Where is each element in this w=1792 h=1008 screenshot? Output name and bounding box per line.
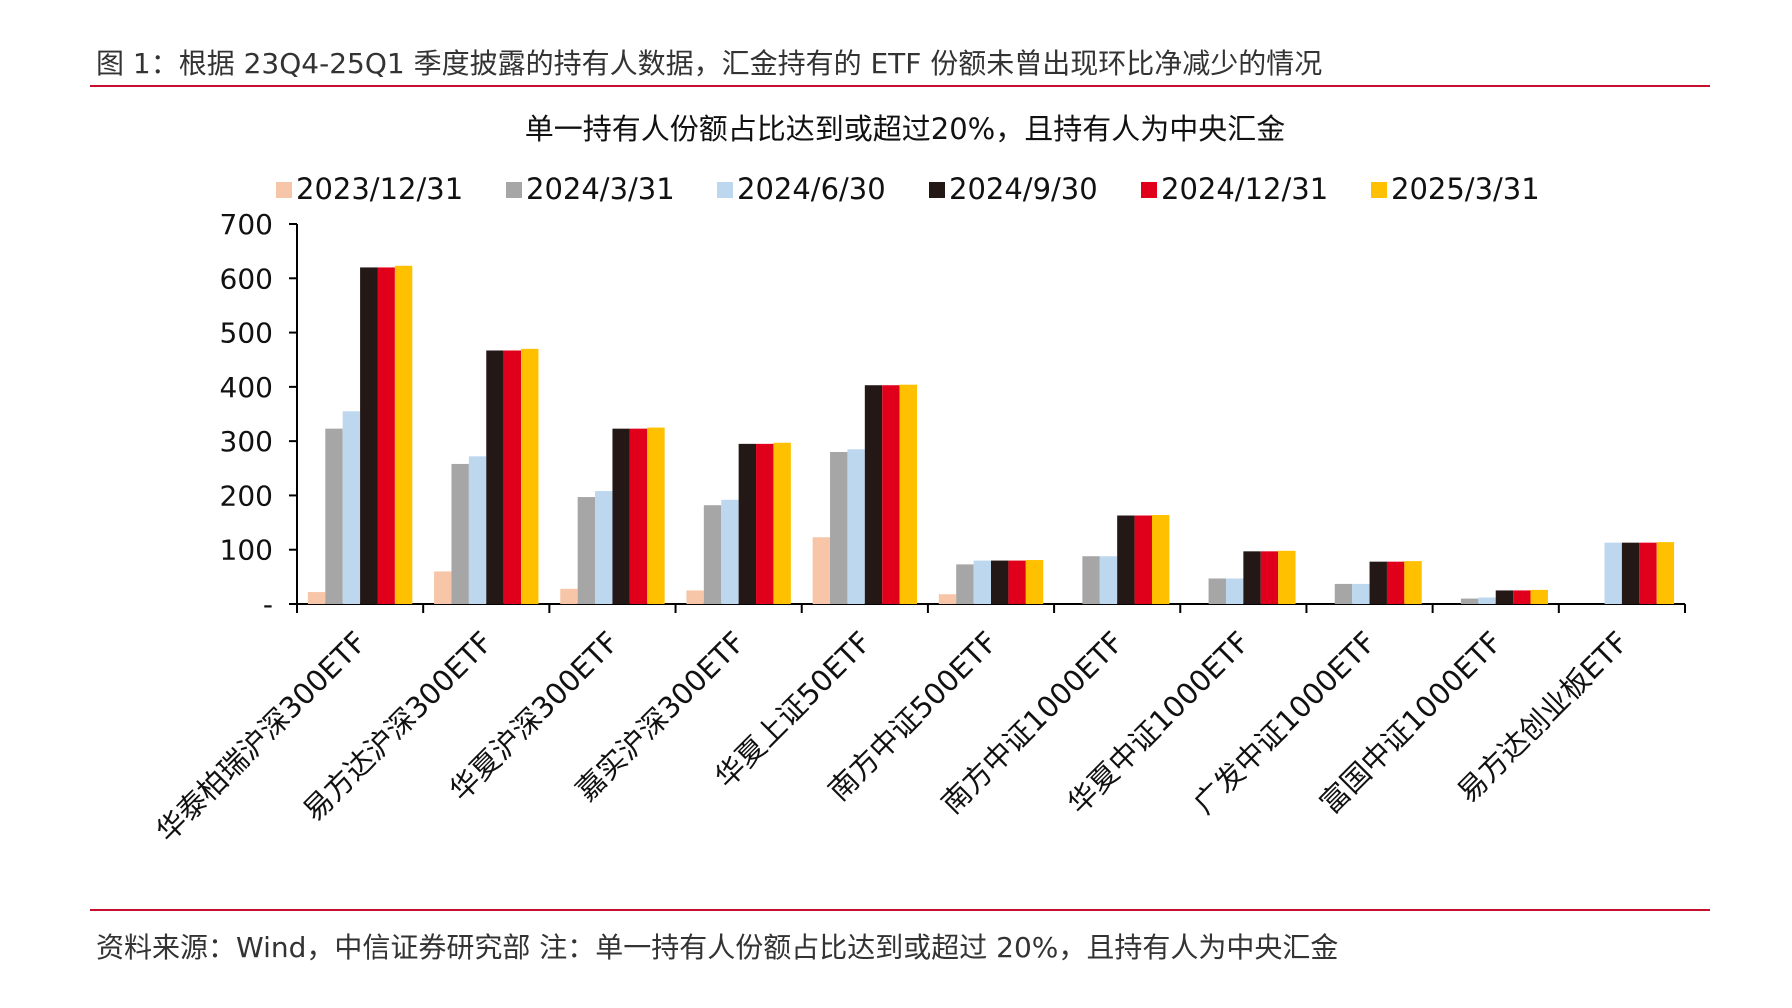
- bar: [1478, 597, 1496, 604]
- bar: [973, 560, 991, 604]
- bar: [703, 505, 722, 604]
- bar: [1008, 560, 1026, 604]
- bar: [577, 497, 596, 604]
- bar: [991, 560, 1009, 604]
- bar: [451, 463, 469, 604]
- legend-swatch: [1371, 182, 1387, 198]
- legend-label: 2024/6/30: [737, 172, 886, 206]
- bar: [1082, 556, 1100, 604]
- bar: [560, 588, 578, 604]
- figure-title: 图 1：根据 23Q4-25Q1 季度披露的持有人数据，汇金持有的 ETF 份额…: [96, 47, 1323, 80]
- legend-swatch: [717, 182, 733, 198]
- bar: [721, 499, 739, 604]
- y-tick-label: 300: [220, 425, 273, 458]
- bar: [938, 594, 957, 604]
- bar: [629, 428, 648, 604]
- bar: [377, 267, 395, 604]
- bar: [882, 385, 900, 604]
- bar: [899, 384, 918, 604]
- bar: [1117, 515, 1135, 604]
- bar: [486, 350, 504, 604]
- bar: [1530, 589, 1548, 604]
- bar: [1225, 578, 1244, 604]
- bar: [1134, 515, 1152, 604]
- bar: [1656, 542, 1675, 604]
- bar: [1099, 556, 1118, 604]
- bar: [847, 449, 865, 604]
- bar: [1513, 590, 1531, 604]
- bar: [773, 442, 791, 604]
- bar: [1243, 551, 1261, 604]
- bar: [1025, 560, 1044, 604]
- bar: [521, 348, 539, 604]
- chart-title: 单一持有人份额占比达到或超过20%，且持有人为中央汇金: [525, 112, 1285, 146]
- bar: [1386, 561, 1405, 604]
- bar: [1495, 590, 1514, 604]
- bar: [1260, 551, 1279, 604]
- y-axis: - 100 200 300 400 500 600 700: [220, 208, 298, 621]
- bar: [1460, 598, 1479, 604]
- legend-label: 2024/3/31: [526, 172, 675, 206]
- bar: [307, 592, 326, 604]
- bar: [1621, 542, 1640, 604]
- y-tick-label: 400: [220, 371, 273, 404]
- y-tick-label: 100: [220, 534, 273, 567]
- bar: [468, 456, 487, 604]
- bar: [1278, 550, 1296, 604]
- bar: [342, 411, 361, 604]
- bar: [1352, 583, 1370, 604]
- bar: [360, 267, 378, 604]
- x-axis: 华泰柏瑞沪深300ETF易方达沪深300ETF华夏沪深300ETF嘉实沪深300…: [150, 603, 1686, 849]
- y-tick-label: 200: [220, 479, 273, 512]
- legend-swatch: [506, 182, 522, 198]
- bars: [307, 265, 1675, 604]
- bar: [503, 350, 522, 604]
- legend-label: 2024/12/31: [1161, 172, 1328, 206]
- bottom-rule: [90, 909, 1710, 911]
- bar: [686, 590, 704, 604]
- bar: [738, 443, 757, 604]
- bar: [812, 537, 831, 604]
- bar: [1604, 542, 1622, 604]
- legend: 2023/12/31 2024/3/31 2024/6/30 2024/9/30 202…: [276, 172, 1540, 206]
- legend-label: 2024/9/30: [949, 172, 1098, 206]
- bar: [394, 265, 413, 604]
- bar: [830, 452, 848, 604]
- top-rule: [90, 85, 1710, 87]
- source-note: 资料来源：Wind，中信证券研究部 注：单一持有人份额占比达到或超过 20%，且…: [96, 931, 1339, 964]
- bar: [434, 571, 452, 604]
- y-tick-label: 500: [220, 317, 273, 350]
- bar: [1369, 561, 1387, 604]
- bar: [1404, 561, 1422, 604]
- bar: [756, 443, 774, 604]
- bar: [595, 491, 613, 604]
- bar: [1151, 514, 1170, 604]
- y-tick-label: 600: [220, 262, 273, 295]
- bar-chart: 单一持有人份额占比达到或超过20%，且持有人为中央汇金 2023/12/31 20…: [150, 112, 1686, 849]
- legend-swatch: [1141, 182, 1157, 198]
- legend-label: 2023/12/31: [296, 172, 463, 206]
- y-tick-label: 700: [220, 208, 273, 241]
- bar: [325, 428, 343, 604]
- bar: [1639, 542, 1657, 604]
- bar: [864, 385, 883, 604]
- bar: [647, 427, 665, 604]
- category-label: 华泰柏瑞沪深300ETF: [150, 625, 374, 849]
- bar: [956, 564, 974, 604]
- bar: [1208, 578, 1226, 604]
- legend-label: 2025/3/31: [1391, 172, 1540, 206]
- y-tick-label: -: [263, 588, 273, 621]
- bar: [1334, 583, 1353, 604]
- legend-swatch: [276, 182, 292, 198]
- legend-swatch: [929, 182, 945, 198]
- bar: [612, 428, 630, 604]
